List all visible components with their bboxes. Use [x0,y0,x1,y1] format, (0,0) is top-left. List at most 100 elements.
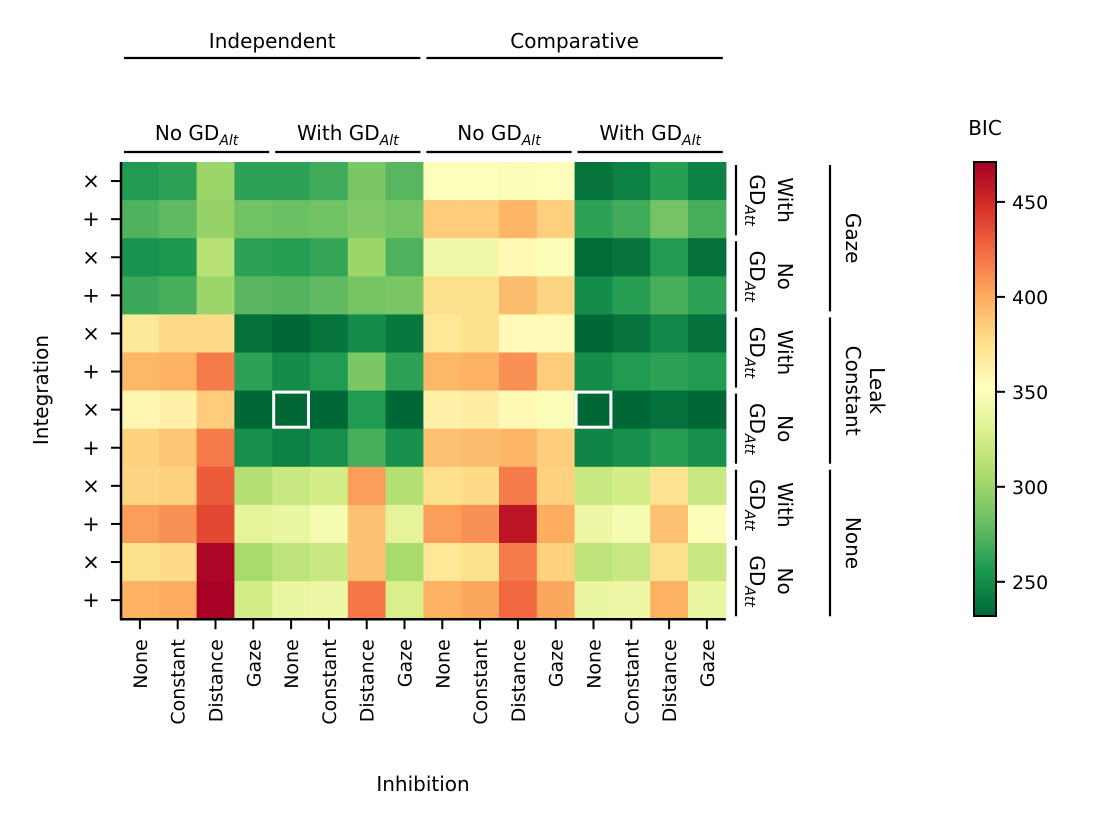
heatmap-cell [574,200,613,239]
heatmap-cell [158,581,198,620]
top-group-labels: Independent Comparative No GDAlt With GDAlt… [124,29,723,154]
heatmap-cells [121,162,727,620]
heatmap-cell [423,466,462,506]
heatmap-cell [272,543,311,582]
heatmap-cell [612,466,651,506]
heatmap-cell [461,581,500,620]
inner-group-gd-label: GDAtt [741,403,769,455]
heatmap-cell [234,504,273,544]
inner-group-word-label: With [773,482,797,527]
heatmap-cell [612,428,651,468]
heatmap-cell [650,276,689,315]
x-tick-label: None [281,639,303,689]
heatmap-cell [196,352,235,392]
heatmap-cell [423,352,462,392]
heatmap-cell [347,581,387,620]
heatmap-cell [385,466,424,506]
heatmap-cell [461,390,500,430]
heatmap-cell [461,352,500,392]
heatmap-cell [310,238,349,277]
heatmap-cell [310,276,349,315]
mid-group-label: With GDAlt [297,121,399,149]
heatmap-cell [423,428,462,468]
heatmap-cell [574,276,613,315]
heatmap-cell [688,428,727,468]
heatmap-cell [272,352,311,392]
heatmap-cell [272,466,311,506]
mid-group-label: No GDAlt [155,121,239,149]
heatmap-cell [196,162,235,201]
heatmap-cell [536,314,576,354]
heatmap-cell [196,543,235,582]
heatmap-cell [650,162,689,201]
heatmap-cell [499,200,538,239]
x-tick-label: Gaze [546,639,568,687]
heatmap-cell [196,238,235,277]
y-tick-label: + [82,283,100,307]
y-tick-label: + [82,512,100,536]
heatmap-cell [461,314,500,354]
heatmap-cell [612,543,651,582]
heatmap-cell [688,276,727,315]
outer-group-label: Gaze [841,213,865,264]
heatmap-cell [385,314,424,354]
outer-group-label: Constant [841,346,865,436]
heatmap-cell [196,428,235,468]
y-tick-labels: × + × + × + × + × + × + [82,169,100,612]
heatmap-cell [234,428,273,468]
y-tick-label: + [82,360,100,384]
x-tick-label: None [130,639,152,689]
heatmap-cell [574,543,613,582]
heatmap-cell [499,390,538,430]
heatmap-cell [461,504,500,544]
heatmap-cell [650,543,689,582]
heatmap-cell [574,314,613,354]
heatmap-cell [234,466,273,506]
heatmap-cell [234,238,273,277]
heatmap-cell [650,466,689,506]
heatmap-cell [347,200,387,239]
heatmap-cell [688,466,727,506]
heatmap-cell [385,390,424,430]
heatmap-cell [272,581,311,620]
x-axis-label: Inhibition [376,772,469,796]
heatmap-cell [423,314,462,354]
y-axis-label: Integration [29,335,53,445]
heatmap-cell [536,466,576,506]
heatmap-cell [574,352,613,392]
heatmap-cell [612,314,651,354]
heatmap-cell [158,238,198,277]
heatmap-cell [347,543,387,582]
x-tick-labels: None Constant Distance Gaze None Constant Dist… [130,639,719,724]
inner-group-gd-label: GDAtt [741,251,769,303]
heatmap-cell [121,162,160,201]
colorbar-label: BIC [968,116,1002,140]
heatmap-cell [688,352,727,392]
heatmap-cell [650,314,689,354]
heatmap-cell [310,504,349,544]
heatmap-cell [650,238,689,277]
inner-group-word-label: No [773,415,797,442]
y-tick-label: + [82,588,100,612]
y-tick-label: × [82,245,100,269]
heatmap-cell [385,238,424,277]
heatmap-axes [111,162,726,630]
heatmap-cell [196,504,235,544]
heatmap-cell [688,200,727,239]
heatmap-cell [423,238,462,277]
colorbar-tick-label: 350 [1012,382,1048,404]
heatmap-cell [423,543,462,582]
heatmap-cell [121,314,160,354]
heatmap-cell [347,276,387,315]
heatmap-cell [196,200,235,239]
x-tick-label: Constant [168,639,190,724]
heatmap-cell [536,428,576,468]
heatmap-cell [574,238,613,277]
heatmap-cell [423,276,462,315]
heatmap-cell [158,276,198,315]
y-tick-label: + [82,436,100,460]
inner-group-gd-label: GDAtt [741,479,769,531]
heatmap-cell [688,581,727,620]
